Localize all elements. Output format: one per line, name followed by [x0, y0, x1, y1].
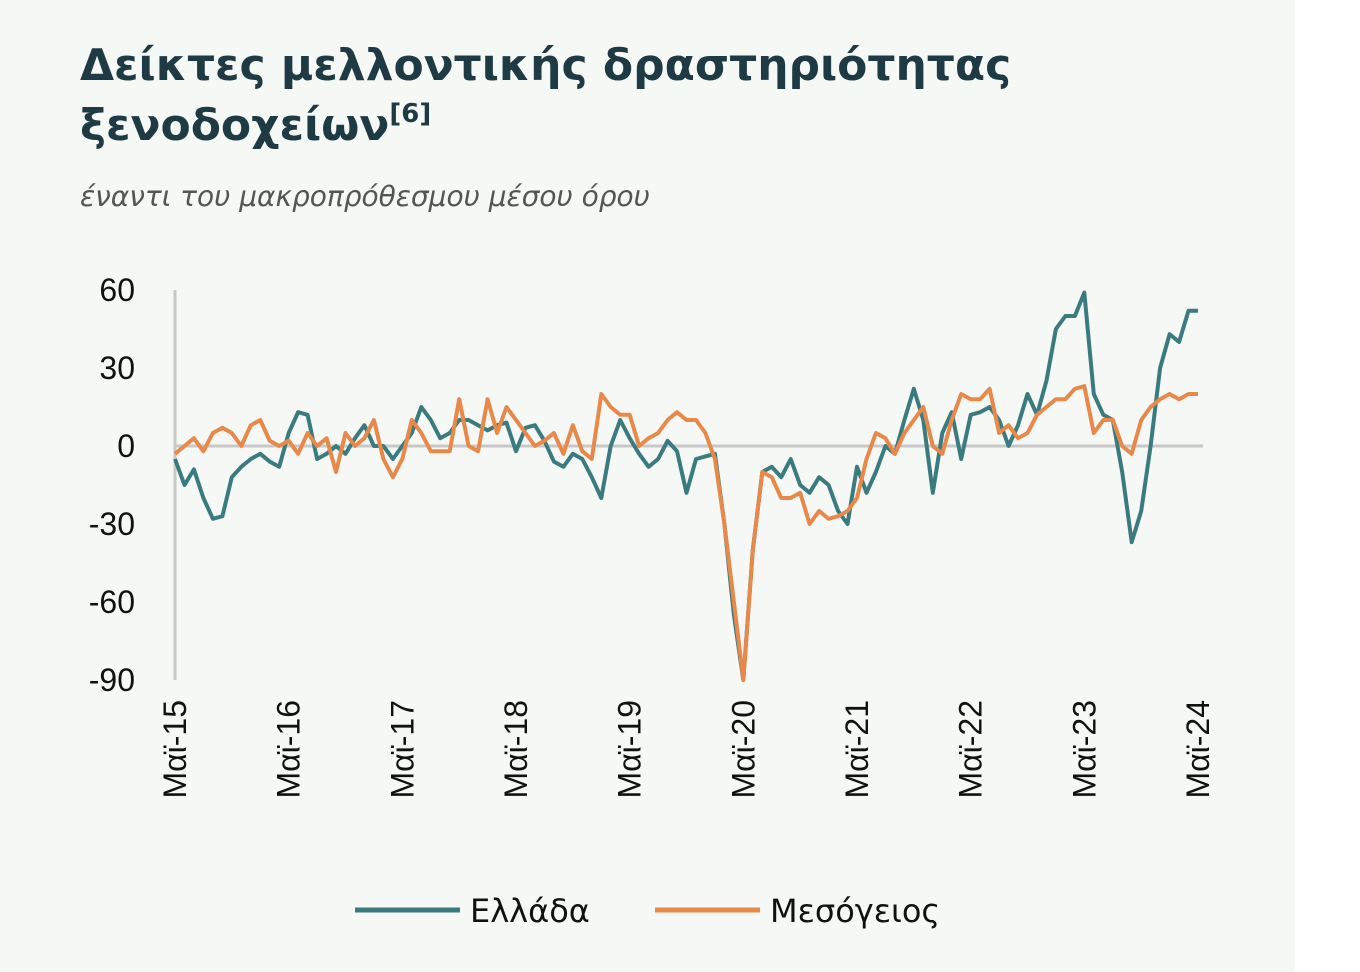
- y-tick-label: 0: [117, 428, 135, 464]
- x-tick-label: Μαϊ-18: [498, 700, 534, 799]
- title-note: [6]: [389, 99, 432, 129]
- x-tick-label: Μαϊ-17: [384, 700, 420, 799]
- chart-title-box: Δείκτες μελλοντικής δραστηριότητας ξενοδ…: [80, 36, 1080, 156]
- y-tick-label: -60: [89, 584, 135, 620]
- series-line: [173, 290, 1198, 682]
- chart-subtitle: έναντι του μακροπρόθεσμου μέσου όρου: [80, 180, 650, 213]
- x-tick-label: Μαϊ-19: [612, 700, 648, 799]
- x-tick-label: Μαϊ-23: [1066, 700, 1102, 799]
- chart-title: Δείκτες μελλοντικής δραστηριότητας ξενοδ…: [80, 40, 1012, 151]
- series-line: [173, 384, 1198, 682]
- legend-label: Ελλάδα: [470, 892, 590, 930]
- x-tick-label: Μαϊ-24: [1180, 700, 1216, 799]
- y-tick-label: 30: [99, 350, 135, 386]
- y-tick-label: -90: [89, 662, 135, 698]
- x-tick-label: Μαϊ-16: [271, 700, 307, 799]
- x-tick-label: Μαϊ-15: [157, 700, 193, 799]
- x-tick-label: Μαϊ-20: [725, 700, 761, 799]
- background: [0, 0, 1295, 972]
- y-tick-label: 60: [99, 272, 135, 308]
- x-tick-label: Μαϊ-21: [839, 700, 875, 799]
- legend-label: Μεσόγειος: [770, 892, 940, 930]
- x-tick-label: Μαϊ-22: [953, 700, 989, 799]
- y-tick-label: -30: [89, 506, 135, 542]
